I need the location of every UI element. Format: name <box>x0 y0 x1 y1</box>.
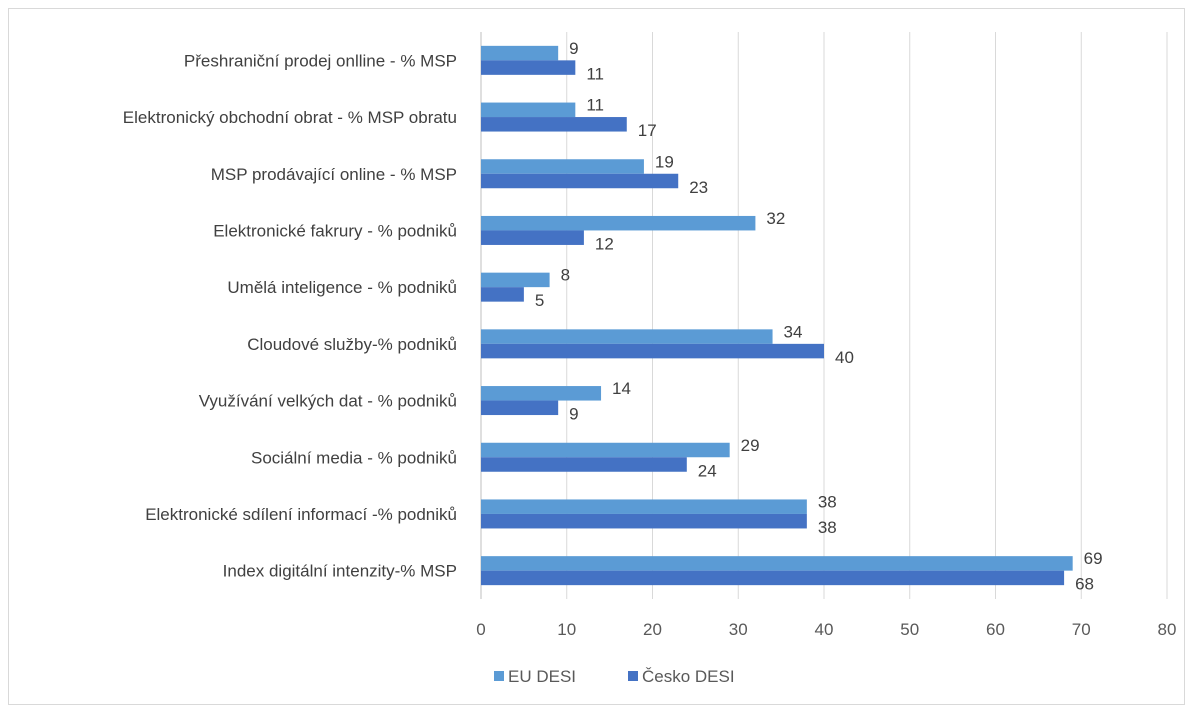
legend-swatch <box>494 671 504 681</box>
category-label: Elektronické fakrury - % podniků <box>213 221 457 240</box>
data-label-eu-desi: 32 <box>766 209 785 228</box>
data-label-eu-desi: 38 <box>818 492 837 511</box>
bar-eu-desi <box>481 159 644 174</box>
x-tick-label: 80 <box>1158 620 1177 639</box>
data-label-cesko-desi: 24 <box>698 461 717 480</box>
x-tick-label: 50 <box>900 620 919 639</box>
bar-cesko-desi <box>481 117 627 132</box>
x-tick-label: 60 <box>986 620 1005 639</box>
category-label: MSP prodávající online - % MSP <box>211 165 457 184</box>
x-tick-label: 10 <box>557 620 576 639</box>
legend-label: EU DESI <box>508 667 576 686</box>
bar-eu-desi <box>481 499 807 514</box>
bar-eu-desi <box>481 102 576 118</box>
bar-cesko-desi <box>481 60 576 75</box>
bar-eu-desi <box>481 272 550 288</box>
category-label: Umělá inteligence - % podniků <box>227 278 457 297</box>
data-label-cesko-desi: 12 <box>595 234 614 253</box>
data-label-eu-desi: 69 <box>1084 549 1103 568</box>
category-label: Sociální media - % podniků <box>251 448 457 467</box>
x-tick-label: 0 <box>476 620 485 639</box>
bar-eu-desi <box>481 442 730 458</box>
category-label: Využívání velkých dat - % podniků <box>199 392 457 411</box>
data-label-cesko-desi: 17 <box>638 121 657 140</box>
data-label-eu-desi: 9 <box>569 39 578 58</box>
legend-label: Česko DESI <box>642 667 735 686</box>
data-label-eu-desi: 19 <box>655 152 674 171</box>
category-label: Cloudové služby-% podniků <box>247 335 457 354</box>
data-label-eu-desi: 14 <box>612 379 631 398</box>
data-label-cesko-desi: 23 <box>689 178 708 197</box>
data-label-eu-desi: 8 <box>561 266 570 285</box>
bar-eu-desi <box>481 329 773 344</box>
x-tick-label: 30 <box>729 620 748 639</box>
data-label-eu-desi: 29 <box>741 436 760 455</box>
bar-eu-desi <box>481 45 559 61</box>
data-label-cesko-desi: 9 <box>569 405 578 424</box>
x-tick-label: 70 <box>1072 620 1091 639</box>
category-label: Elektronické sdílení informací -% podnik… <box>145 505 457 524</box>
bar-cesko-desi <box>481 287 524 302</box>
data-label-cesko-desi: 40 <box>835 348 854 367</box>
x-tick-label: 40 <box>815 620 834 639</box>
bar-cesko-desi <box>481 570 1065 586</box>
data-label-cesko-desi: 68 <box>1075 575 1094 594</box>
bar-cesko-desi <box>481 173 679 189</box>
bar-cesko-desi <box>481 230 584 245</box>
x-tick-label: 20 <box>643 620 662 639</box>
data-label-cesko-desi: 11 <box>586 64 604 83</box>
category-label: Elektronický obchodní obrat - % MSP obra… <box>123 108 457 127</box>
bar-cesko-desi <box>481 343 824 359</box>
category-label: Přeshraniční prodej onlline - % MSP <box>184 51 457 70</box>
bar-eu-desi <box>481 386 602 401</box>
legend-swatch <box>628 671 638 681</box>
bar-cesko-desi <box>481 400 559 416</box>
bar-eu-desi <box>481 215 756 231</box>
data-label-eu-desi: 11 <box>586 96 604 115</box>
data-label-eu-desi: 34 <box>784 322 803 341</box>
bar-cesko-desi <box>481 457 687 472</box>
data-label-cesko-desi: 38 <box>818 518 837 537</box>
category-label: Index digitální intenzity-% MSP <box>223 562 457 581</box>
bar-eu-desi <box>481 556 1073 571</box>
data-label-cesko-desi: 5 <box>535 291 544 310</box>
bar-cesko-desi <box>481 513 807 529</box>
